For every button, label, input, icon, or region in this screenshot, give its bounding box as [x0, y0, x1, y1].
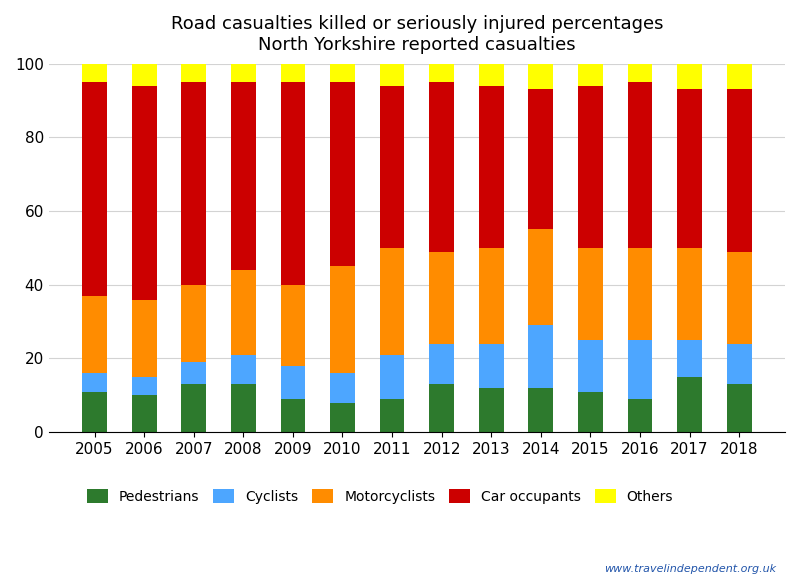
Bar	[627, 340, 652, 399]
Bar	[132, 86, 157, 299]
Bar	[677, 377, 702, 432]
Bar	[330, 403, 355, 432]
Bar	[330, 373, 355, 403]
Bar	[726, 64, 751, 89]
Bar	[627, 399, 652, 432]
Bar	[82, 64, 107, 82]
Bar	[726, 344, 751, 384]
Bar	[479, 64, 504, 86]
Bar	[578, 392, 602, 432]
Bar	[479, 86, 504, 248]
Bar	[726, 384, 751, 432]
Bar	[231, 82, 256, 270]
Bar	[479, 388, 504, 432]
Bar	[677, 340, 702, 377]
Bar	[281, 82, 306, 285]
Bar	[82, 296, 107, 373]
Bar	[479, 248, 504, 344]
Bar	[529, 230, 554, 325]
Bar	[281, 285, 306, 366]
Legend: Pedestrians, Cyclists, Motorcyclists, Car occupants, Others: Pedestrians, Cyclists, Motorcyclists, Ca…	[82, 483, 678, 509]
Bar	[380, 86, 405, 248]
Bar	[430, 252, 454, 344]
Bar	[627, 248, 652, 340]
Bar	[430, 344, 454, 384]
Bar	[231, 384, 256, 432]
Bar	[182, 82, 206, 285]
Bar	[231, 270, 256, 355]
Title: Road casualties killed or seriously injured percentages
North Yorkshire reported: Road casualties killed or seriously inju…	[170, 15, 663, 54]
Bar	[677, 89, 702, 248]
Text: www.travelindependent.org.uk: www.travelindependent.org.uk	[604, 564, 776, 574]
Bar	[182, 362, 206, 384]
Bar	[82, 373, 107, 392]
Bar	[578, 340, 602, 392]
Bar	[231, 64, 256, 82]
Bar	[330, 82, 355, 266]
Bar	[430, 82, 454, 252]
Bar	[132, 396, 157, 432]
Bar	[578, 248, 602, 340]
Bar	[380, 64, 405, 86]
Bar	[380, 399, 405, 432]
Bar	[380, 248, 405, 355]
Bar	[231, 355, 256, 384]
Bar	[627, 64, 652, 82]
Bar	[578, 86, 602, 248]
Bar	[726, 252, 751, 344]
Bar	[578, 64, 602, 86]
Bar	[182, 384, 206, 432]
Bar	[330, 266, 355, 373]
Bar	[132, 377, 157, 396]
Bar	[430, 384, 454, 432]
Bar	[281, 399, 306, 432]
Bar	[380, 355, 405, 399]
Bar	[627, 82, 652, 248]
Bar	[677, 64, 702, 89]
Bar	[281, 366, 306, 399]
Bar	[529, 64, 554, 89]
Bar	[677, 248, 702, 340]
Bar	[726, 89, 751, 252]
Bar	[281, 64, 306, 82]
Bar	[132, 299, 157, 377]
Bar	[182, 285, 206, 362]
Bar	[430, 64, 454, 82]
Bar	[479, 344, 504, 388]
Bar	[182, 64, 206, 82]
Bar	[529, 388, 554, 432]
Bar	[132, 64, 157, 86]
Bar	[330, 64, 355, 82]
Bar	[82, 82, 107, 296]
Bar	[529, 89, 554, 230]
Bar	[529, 325, 554, 388]
Bar	[82, 392, 107, 432]
